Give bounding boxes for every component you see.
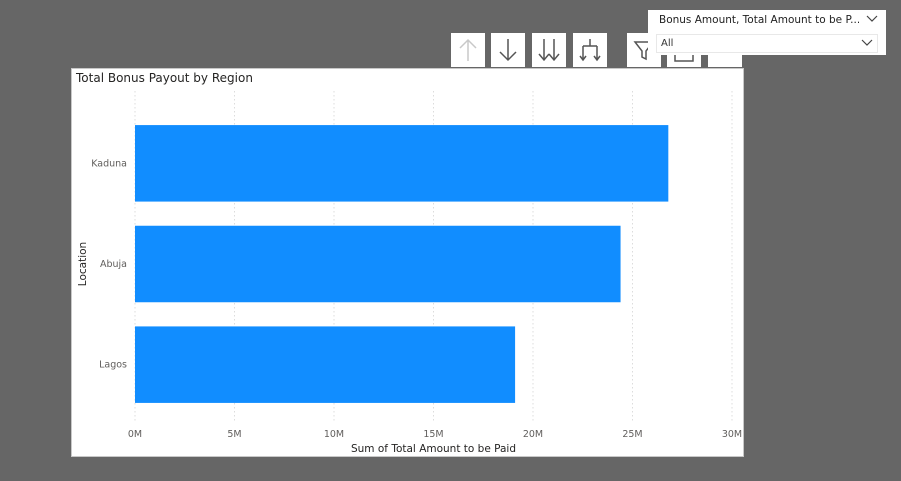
chevron-down-icon <box>861 39 873 46</box>
bar-abuja[interactable] <box>135 225 621 303</box>
chart-title: Total Bonus Payout by Region <box>76 71 253 85</box>
drill-up-button[interactable] <box>451 33 485 67</box>
filter-panel: Bonus Amount, Total Amount to be P... Al… <box>648 10 886 55</box>
chart-visual[interactable]: Total Bonus Payout by Region Kaduna Abuja… <box>71 68 744 457</box>
x-tick-label: 0M <box>128 429 142 440</box>
filter-selected-value: All <box>661 38 674 49</box>
chevron-down-icon[interactable] <box>866 14 878 24</box>
drill-up-icon <box>459 38 477 61</box>
x-tick-label: 25M <box>622 429 642 440</box>
filter-dropdown[interactable]: All <box>656 34 878 53</box>
bar-chart: Kaduna Abuja Lagos 0M 5M 10M 15M 20M 25M 30M Sum… <box>77 91 742 455</box>
bar-lagos[interactable] <box>135 326 516 403</box>
x-tick-label: 20M <box>523 429 543 440</box>
focus-mode-icon <box>674 50 694 62</box>
expand-hierarchy-button[interactable] <box>573 33 607 67</box>
y-tick-label: Kaduna <box>91 158 127 169</box>
next-level-icon <box>538 39 560 62</box>
x-tick-label: 10M <box>324 429 344 440</box>
y-axis-title: Location <box>77 242 89 286</box>
next-level-button[interactable] <box>532 33 566 67</box>
x-tick-label: 5M <box>227 429 241 440</box>
x-tick-label: 15M <box>423 429 443 440</box>
filter-title[interactable]: Bonus Amount, Total Amount to be P... <box>659 14 859 26</box>
y-tick-label: Abuja <box>100 259 127 270</box>
x-tick-label: 30M <box>722 429 742 440</box>
bar-kaduna[interactable] <box>135 125 669 202</box>
y-tick-label: Lagos <box>99 360 127 371</box>
drill-down-icon <box>499 39 517 62</box>
expand-hierarchy-icon <box>579 39 601 62</box>
drill-down-button[interactable] <box>491 33 525 67</box>
x-axis-title: Sum of Total Amount to be Paid <box>351 443 516 455</box>
